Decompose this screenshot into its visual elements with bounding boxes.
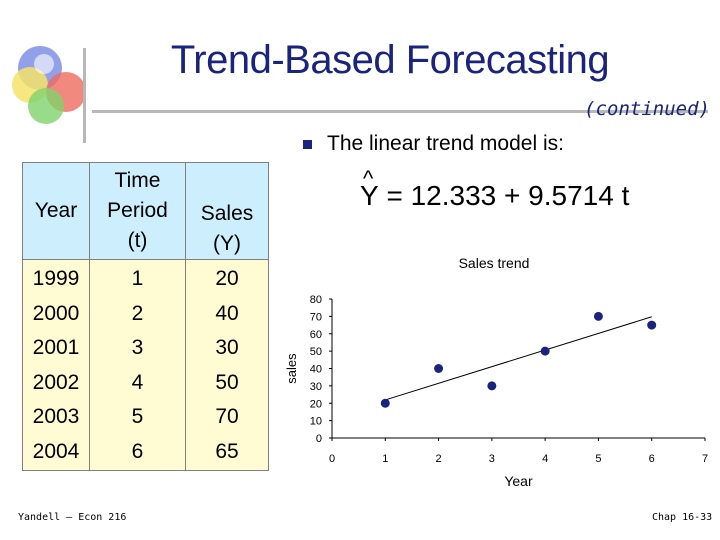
footer-author: Yandell – Econ 216 [18,512,127,523]
sales-cell: 50 [215,370,239,394]
year-cell: 2004 [32,439,80,463]
header-time-line1: Time [114,169,161,192]
footer-page-number: Chap 16-33 [652,512,713,523]
data-point [540,346,550,356]
header-year: Year [22,162,90,260]
data-point [593,311,603,321]
header-time-line2: Period [107,199,168,222]
y-tick-label: 40 [310,364,322,376]
trend-line [385,316,652,401]
column-year: 1999 2000 2001 2002 2003 2004 [22,259,90,471]
bullet-text: The linear trend model is: [327,132,564,155]
y-tick-label: 50 [310,346,322,358]
period-cell: 3 [131,336,144,360]
sales-cell: 40 [215,301,239,325]
y-tick-label: 60 [310,329,322,341]
sales-cell: 20 [215,267,239,290]
header-sales-line1: Sales [200,202,254,225]
period-cell: 4 [131,370,144,394]
logo-circles [12,46,86,124]
header-time-period: Time Period (t) [89,162,186,260]
y-tick-label: 20 [310,398,322,410]
sales-cell: 70 [215,405,239,429]
header-year-label: Year [34,199,78,222]
data-point [380,398,390,408]
formula-yhat: Y [360,166,379,212]
x-tick-label: 1 [382,453,388,465]
data-point [487,381,497,391]
year-cell: 2003 [32,405,80,429]
x-tick-label: 2 [436,453,442,465]
sales-cell: 30 [215,336,239,360]
header-time-line3: (t) [127,229,148,252]
x-tick-label: 6 [649,453,655,465]
data-point [647,320,657,330]
y-tick-label: 0 [316,433,322,445]
column-period: 1 2 3 4 5 6 [89,259,186,471]
sales-trend-chart: Sales trend 0 10 20 30 40 50 60 70 80 0 1 2 3 4 5 6 7 Year… [284,255,708,489]
y-tick-label: 30 [310,381,322,393]
trend-formula: Y = 12.333 + 9.5714 t [360,166,630,212]
slide-subtitle: (continued) [584,98,710,120]
year-cell: 2000 [32,301,80,325]
period-cell: 2 [131,301,144,325]
x-tick-label: 0 [329,453,335,465]
x-tick-label: 3 [489,453,495,465]
x-tick-label: 7 [702,453,708,465]
period-cell: 6 [131,439,144,463]
x-tick-label: 4 [542,453,548,465]
sales-table: Year Time Period (t) Sales (Y) 1999 2000 2001… [22,162,269,471]
period-cell: 5 [131,405,144,429]
x-tick-label: 5 [595,453,601,465]
column-sales: 20 40 30 50 70 65 [185,259,269,471]
year-cell: 2002 [32,370,80,394]
y-tick-label: 80 [310,294,322,306]
year-cell: 2001 [32,336,80,360]
bullet-square-icon [303,140,312,149]
title-vertical-rule [83,48,86,143]
data-point [434,364,444,373]
year-cell: 1999 [32,267,80,290]
period-cell: 1 [131,267,144,290]
y-tick-label: 10 [310,416,322,428]
y-axis-label: sales [284,353,299,384]
header-sales: Sales (Y) [185,162,269,260]
slide-title: Trend-Based Forecasting [170,38,610,82]
x-axis-label: Year [504,473,533,489]
header-sales-line2: (Y) [213,232,241,255]
y-tick-label: 70 [310,311,322,323]
title-rule [92,110,708,113]
sales-cell: 65 [215,439,239,463]
formula-equation: = 12.333 + 9.5714 t [386,180,630,211]
chart-title: Sales trend [459,255,530,271]
